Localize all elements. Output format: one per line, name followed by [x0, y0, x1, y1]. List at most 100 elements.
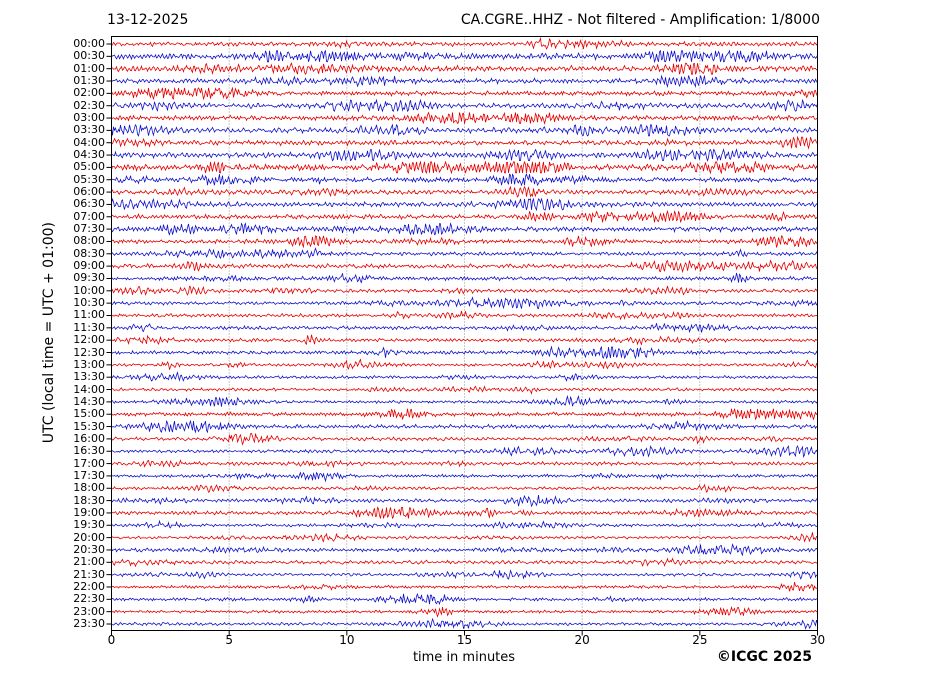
- row-label-2030: 20:30: [73, 542, 105, 556]
- x-tick-label-15: 15: [456, 633, 473, 647]
- x-tick-label-5: 5: [225, 633, 233, 647]
- trace-2100: [111, 557, 818, 568]
- row-label-0000: 00:00: [73, 37, 105, 50]
- trace-0830: [111, 247, 818, 260]
- trace-0000: [111, 36, 818, 50]
- trace-2200: [111, 581, 818, 592]
- row-label-2130: 21:30: [73, 567, 105, 581]
- trace-0500: [111, 160, 818, 175]
- row-label-1700: 17:00: [73, 456, 105, 470]
- x-axis-label: time in minutes: [412, 650, 516, 665]
- row-label-0130: 01:30: [73, 74, 105, 88]
- trace-0600: [111, 185, 818, 198]
- row-label-1530: 15:30: [73, 419, 105, 433]
- copyright-footer: ©ICGC 2025: [716, 649, 812, 665]
- trace-1400: [111, 385, 818, 395]
- row-label-0530: 05:30: [73, 172, 105, 186]
- trace-1530: [111, 419, 818, 434]
- row-label-0600: 06:00: [73, 185, 105, 199]
- trace-0330: [111, 123, 818, 137]
- trace-1630: [111, 445, 818, 458]
- trace-2130: [111, 569, 818, 580]
- trace-2330: [111, 617, 818, 630]
- trace-0900: [111, 259, 818, 274]
- trace-1330: [111, 371, 818, 382]
- trace-0930: [111, 272, 818, 284]
- row-label-1330: 13:30: [73, 370, 105, 384]
- trace-0200: [111, 86, 818, 101]
- station-title: CA.CGRE..HHZ - Not filtered - Amplificat…: [460, 12, 820, 28]
- trace-1600: [111, 432, 818, 446]
- row-label-0300: 03:00: [73, 111, 105, 125]
- trace-0430: [111, 148, 818, 162]
- trace-2230: [111, 592, 818, 606]
- row-label-0330: 03:30: [73, 123, 105, 137]
- row-label-2100: 21:00: [73, 555, 105, 569]
- x-tick-label-20: 20: [574, 633, 590, 647]
- trace-0800: [111, 235, 818, 249]
- trace-0630: [111, 197, 818, 212]
- trace-1730: [111, 471, 818, 483]
- row-label-0030: 00:30: [73, 49, 105, 63]
- trace-1000: [111, 285, 818, 296]
- trace-2000: [111, 532, 818, 543]
- trace-0130: [111, 74, 818, 89]
- trace-0100: [111, 62, 818, 76]
- row-label-1400: 14:00: [73, 382, 105, 396]
- row-label-1430: 14:30: [73, 394, 105, 408]
- trace-1430: [111, 394, 818, 407]
- row-label-1600: 16:00: [73, 431, 105, 445]
- row-label-0200: 02:00: [73, 86, 105, 100]
- trace-1900: [111, 506, 818, 520]
- row-label-2230: 22:30: [73, 592, 105, 606]
- trace-1700: [111, 459, 818, 469]
- x-tick-label-25: 25: [692, 633, 708, 647]
- row-label-1630: 16:30: [73, 444, 105, 458]
- trace-0730: [111, 222, 818, 236]
- row-label-1500: 15:00: [73, 407, 105, 421]
- row-label-2300: 23:00: [73, 604, 105, 618]
- row-label-0100: 01:00: [73, 61, 105, 75]
- row-label-1230: 12:30: [73, 345, 105, 359]
- trace-1030: [111, 296, 818, 310]
- trace-2300: [111, 605, 818, 618]
- trace-0300: [111, 111, 818, 126]
- row-label-1130: 11:30: [73, 320, 105, 334]
- row-label-0730: 07:30: [73, 222, 105, 236]
- row-label-0500: 05:00: [73, 160, 105, 174]
- row-label-0930: 09:30: [73, 271, 105, 285]
- row-label-0430: 04:30: [73, 148, 105, 162]
- row-label-0230: 02:30: [73, 98, 105, 112]
- row-label-1730: 17:30: [73, 468, 105, 482]
- trace-1100: [111, 310, 818, 321]
- trace-1500: [111, 408, 818, 421]
- row-label-2200: 22:00: [73, 579, 105, 593]
- trace-2030: [111, 543, 818, 557]
- plot-frame: [111, 36, 818, 631]
- row-label-0830: 08:30: [73, 246, 105, 260]
- trace-1200: [111, 334, 818, 346]
- row-label-0630: 06:30: [73, 197, 105, 211]
- trace-0230: [111, 98, 818, 113]
- row-label-1830: 18:30: [73, 493, 105, 507]
- row-label-1900: 19:00: [73, 505, 105, 519]
- x-tick-label-10: 10: [339, 633, 355, 647]
- row-label-1930: 19:30: [73, 518, 105, 532]
- row-label-2330: 23:30: [73, 617, 105, 630]
- trace-0530: [111, 173, 818, 187]
- x-tick-label-0: 0: [107, 633, 116, 647]
- row-label-0800: 08:00: [73, 234, 105, 248]
- trace-1130: [111, 322, 818, 334]
- row-label-1000: 10:00: [73, 283, 105, 297]
- x-tick-label-30: 30: [809, 633, 826, 647]
- trace-1800: [111, 483, 818, 493]
- row-label-0900: 09:00: [73, 259, 105, 273]
- trace-1830: [111, 494, 818, 508]
- row-label-1200: 12:00: [73, 333, 105, 347]
- trace-1930: [111, 519, 818, 529]
- row-label-0700: 07:00: [73, 209, 105, 223]
- row-label-1800: 18:00: [73, 481, 105, 495]
- trace-1300: [111, 358, 818, 370]
- trace-0400: [111, 135, 818, 150]
